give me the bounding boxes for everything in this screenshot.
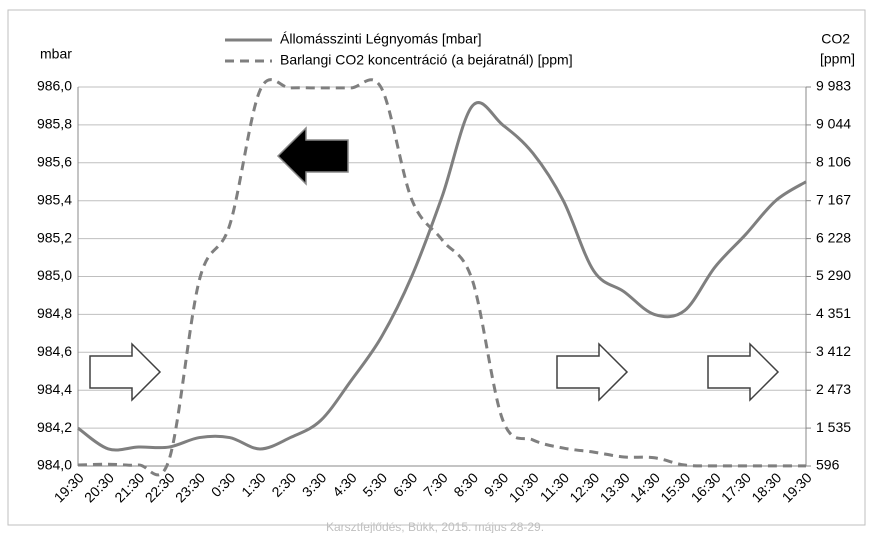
y-tick-label: 985,4 — [37, 191, 72, 207]
arrow-right — [707, 342, 780, 402]
data-line — [77, 78, 806, 477]
y2-tick-label: 4 351 — [816, 305, 851, 321]
y-tick-label: 985,0 — [37, 267, 72, 283]
y2-tick-label: 5 290 — [816, 267, 851, 283]
y2-tick-label: 8 106 — [816, 153, 851, 169]
chart-frame — [7, 9, 866, 526]
y2-axis-label: CO2 — [821, 31, 850, 47]
y2-tick-label: 7 167 — [816, 191, 851, 207]
arrow-right — [89, 342, 162, 402]
arrow-right — [556, 342, 629, 402]
y-tick-label: 985,8 — [37, 116, 72, 132]
legend-label: Barlangi CO2 koncentráció (a bejáratnál)… — [280, 52, 573, 68]
y2-tick-label: 9 983 — [816, 78, 851, 94]
y2-tick-label: 2 473 — [816, 381, 851, 397]
y-tick-label: 984,8 — [37, 305, 72, 321]
y-tick-label: 984,4 — [37, 381, 72, 397]
y-tick-label: 985,2 — [37, 229, 72, 245]
y-tick-label: 984,6 — [37, 343, 72, 359]
y-tick-label: 985,6 — [37, 154, 72, 170]
y2-tick-label: 596 — [816, 457, 840, 473]
y2-tick-label: 3 412 — [816, 343, 851, 359]
y-tick-label: 984,0 — [37, 457, 72, 473]
data-line — [77, 101, 807, 452]
y-tick-label: 986,0 — [37, 78, 72, 94]
caption: Karsztfejlődés, Bükk, 2015. május 28-29. — [326, 520, 544, 533]
arrow-left — [276, 126, 349, 186]
y-tick-label: 984,2 — [37, 419, 72, 435]
y-axis-label: mbar — [40, 46, 72, 62]
y2-axis-label: [ppm] — [820, 51, 855, 67]
y2-tick-label: 6 228 — [816, 229, 851, 245]
legend-label: Állomásszinti Légnyomás [mbar] — [280, 31, 482, 47]
arrows — [89, 126, 780, 402]
y2-tick-label: 1 535 — [816, 419, 851, 435]
y2-tick-label: 9 044 — [816, 116, 851, 132]
